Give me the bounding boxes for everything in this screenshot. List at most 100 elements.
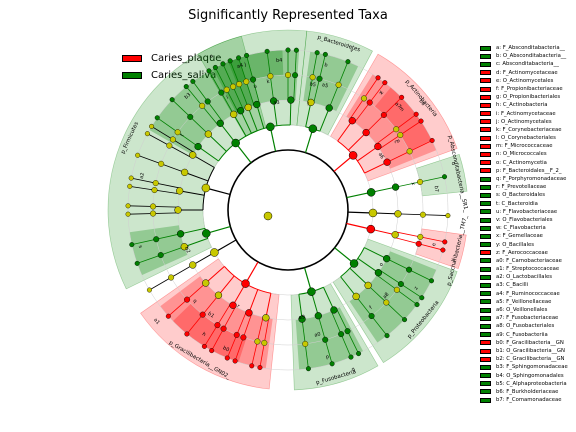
taxa-key-item: t: C_Bacteroidia xyxy=(480,200,568,208)
taxa-key-item: u: F_Flavobacteriaceae xyxy=(480,208,568,216)
taxa-key-label: b0: F_Gracilibacteria__GN xyxy=(496,339,564,346)
tree-node xyxy=(429,137,435,143)
taxa-key-label: g: O_Propionibacteriales xyxy=(496,94,561,101)
tree-node xyxy=(254,338,261,345)
tree-node xyxy=(129,242,135,248)
tree-node xyxy=(428,278,434,284)
tree-node xyxy=(236,81,243,88)
taxa-key-item: m: F_Micrococcaceae xyxy=(480,142,568,150)
tree-node xyxy=(415,240,422,247)
tree-branch xyxy=(364,247,387,260)
tree-node xyxy=(189,151,197,159)
taxa-key-label: b2: C_Gracilibacteria__GN xyxy=(496,356,565,363)
taxa-key-swatch xyxy=(480,364,491,370)
clade-highlight xyxy=(346,74,437,169)
tree-node xyxy=(314,50,320,56)
tree-node xyxy=(216,119,224,127)
tree-node xyxy=(231,138,240,148)
sector-letter: g xyxy=(351,366,356,373)
taxa-key-item: a6: O_Veillonellales xyxy=(480,306,568,314)
sector-letter: q xyxy=(191,298,198,304)
tree-node xyxy=(348,151,358,160)
tree-node xyxy=(209,348,215,354)
tree-node xyxy=(125,211,131,217)
tree-node xyxy=(267,73,274,80)
sector-letter: b7 xyxy=(433,185,440,192)
sector-letter: a5 xyxy=(321,82,329,90)
tree-node xyxy=(189,261,197,269)
tree-node xyxy=(292,72,299,79)
taxa-key-label: b3: F_Sphingomonadaceae xyxy=(496,364,568,371)
tree-node xyxy=(154,115,160,121)
tree-branch xyxy=(305,102,312,127)
tree-node xyxy=(418,118,424,124)
tree-node xyxy=(364,281,372,290)
taxa-key-item: a5: F_Veillonellaceae xyxy=(480,298,568,306)
tree-node xyxy=(236,55,242,61)
tree-nodes xyxy=(125,47,451,372)
tree-node xyxy=(348,354,354,360)
taxa-key-item: h: C_Actinobacteria xyxy=(480,101,568,109)
sector-letter: b2 xyxy=(183,246,191,254)
taxa-key-label: u: F_Flavobacteriaceae xyxy=(496,208,558,215)
taxa-key-item: l: O_Corynebacteriales xyxy=(480,134,568,142)
tree-node xyxy=(335,81,342,88)
tree-node xyxy=(374,269,383,277)
tree-branch xyxy=(337,120,353,142)
taxa-key-label: a6: O_Veillonellales xyxy=(496,307,548,313)
taxa-key-swatch xyxy=(480,332,491,338)
tree-node xyxy=(212,64,218,70)
tree-branch xyxy=(247,107,258,131)
legend-label-saliva: Caries_saliva xyxy=(151,70,217,81)
taxa-key-label: z: F_Aerococcaceae xyxy=(496,249,548,256)
taxa-key-item: o: C_Actinomycetia xyxy=(480,159,568,167)
taxa-key-item: s: O_Bacteroidales xyxy=(480,191,568,199)
taxa-key-swatch xyxy=(480,192,491,198)
taxa-key-swatch xyxy=(480,168,491,174)
taxa-key-label: a9: C_Fusobacteriia xyxy=(496,331,548,338)
tree-node xyxy=(199,102,206,109)
sector-letter: l xyxy=(307,101,309,107)
tree-node xyxy=(169,136,176,143)
sector-letter: r xyxy=(236,303,241,310)
sector-letter: w xyxy=(378,89,385,96)
tree-node xyxy=(169,97,175,103)
sector-letter: o xyxy=(378,262,385,268)
sector-letter: a2 xyxy=(139,172,146,179)
clade-highlight xyxy=(129,225,188,276)
sector-letter: e xyxy=(431,242,438,246)
clade-highlight xyxy=(303,51,359,112)
taxa-key-item: a0: F_Carnobacteriaceae xyxy=(480,257,568,265)
taxa-key-label: b: O_Absconditabacteria__ xyxy=(496,53,567,60)
taxa-key-item: b7: F_Comamonadaceae xyxy=(480,396,568,404)
tree-node xyxy=(366,188,376,197)
taxa-key-swatch xyxy=(480,340,491,346)
clade-sectors xyxy=(107,29,468,391)
taxa-key-item: a7: F_Fusobacteriaceae xyxy=(480,314,568,322)
taxa-key-item: g: O_Propionibacteriales xyxy=(480,93,568,101)
tree-node xyxy=(366,224,376,234)
taxa-key-label: c: Absconditabacteria__ xyxy=(496,61,559,68)
taxa-key-swatch xyxy=(480,274,491,280)
taxa-key-swatch xyxy=(480,201,491,207)
tree-branch xyxy=(289,100,292,126)
tree-node xyxy=(152,180,159,187)
taxa-key-item: r: F_Prevotellaceae xyxy=(480,183,568,191)
clade-highlight xyxy=(212,50,300,113)
sector-letter: b6 xyxy=(417,98,426,107)
tree-branch xyxy=(233,114,247,137)
sector-letter: a1 xyxy=(152,317,161,326)
tree-node xyxy=(393,286,400,293)
taxa-key-swatch xyxy=(480,233,491,239)
taxa-key-swatch xyxy=(480,242,491,248)
tree-node xyxy=(165,313,171,319)
legend-item-plaque: Caries_plaque xyxy=(122,50,221,67)
taxa-key-item: a2: O_Lactobacillales xyxy=(480,273,568,281)
tree-node xyxy=(243,78,250,85)
tree-node xyxy=(406,266,413,273)
taxa-key-item: f: F_Propionibacteriaceae xyxy=(480,85,568,93)
taxa-key-label: w: C_Flavobacteria xyxy=(496,225,546,232)
tree-node xyxy=(330,306,338,314)
tree-branch xyxy=(340,276,357,297)
taxa-key-swatch xyxy=(480,184,491,190)
